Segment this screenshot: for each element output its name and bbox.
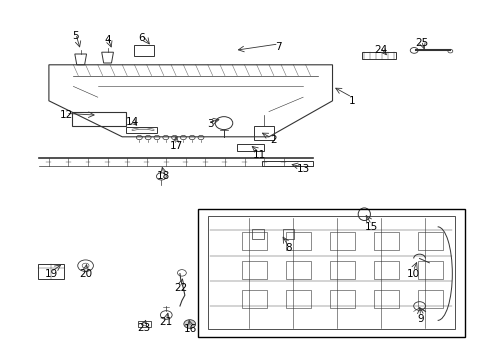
Text: 25: 25 bbox=[414, 38, 427, 48]
Text: 5: 5 bbox=[72, 31, 79, 41]
Bar bbox=[373, 290, 398, 308]
Bar bbox=[329, 261, 354, 279]
Text: 11: 11 bbox=[252, 150, 265, 160]
Bar bbox=[242, 290, 266, 308]
Text: 4: 4 bbox=[104, 35, 111, 45]
Text: 14: 14 bbox=[125, 117, 139, 127]
Text: 3: 3 bbox=[206, 119, 213, 129]
Text: 13: 13 bbox=[296, 164, 309, 174]
Bar bbox=[373, 261, 398, 279]
Bar bbox=[285, 290, 310, 308]
Text: 15: 15 bbox=[364, 222, 378, 232]
Text: 9: 9 bbox=[416, 314, 423, 324]
Bar bbox=[417, 232, 442, 250]
Text: 7: 7 bbox=[275, 42, 282, 52]
Bar bbox=[285, 232, 310, 250]
Text: 1: 1 bbox=[348, 96, 355, 106]
Bar bbox=[282, 229, 294, 239]
Bar bbox=[373, 232, 398, 250]
Text: 22: 22 bbox=[174, 283, 187, 293]
Text: 10: 10 bbox=[406, 269, 419, 279]
Text: 8: 8 bbox=[285, 243, 291, 253]
Circle shape bbox=[183, 320, 195, 328]
Text: 6: 6 bbox=[138, 33, 145, 43]
Bar bbox=[242, 261, 266, 279]
Text: 21: 21 bbox=[159, 317, 173, 327]
Text: 12: 12 bbox=[59, 110, 73, 120]
Bar bbox=[285, 261, 310, 279]
Bar bbox=[329, 290, 354, 308]
Text: 17: 17 bbox=[169, 141, 183, 151]
Text: 2: 2 bbox=[270, 135, 277, 145]
Bar bbox=[417, 261, 442, 279]
Text: 19: 19 bbox=[44, 269, 58, 279]
Text: 23: 23 bbox=[137, 323, 151, 333]
Text: 18: 18 bbox=[157, 171, 170, 181]
Text: 24: 24 bbox=[373, 45, 386, 55]
Bar bbox=[252, 229, 264, 239]
Bar bbox=[242, 232, 266, 250]
Text: 20: 20 bbox=[79, 269, 92, 279]
Bar bbox=[417, 290, 442, 308]
Text: 16: 16 bbox=[183, 324, 197, 334]
Bar bbox=[329, 232, 354, 250]
